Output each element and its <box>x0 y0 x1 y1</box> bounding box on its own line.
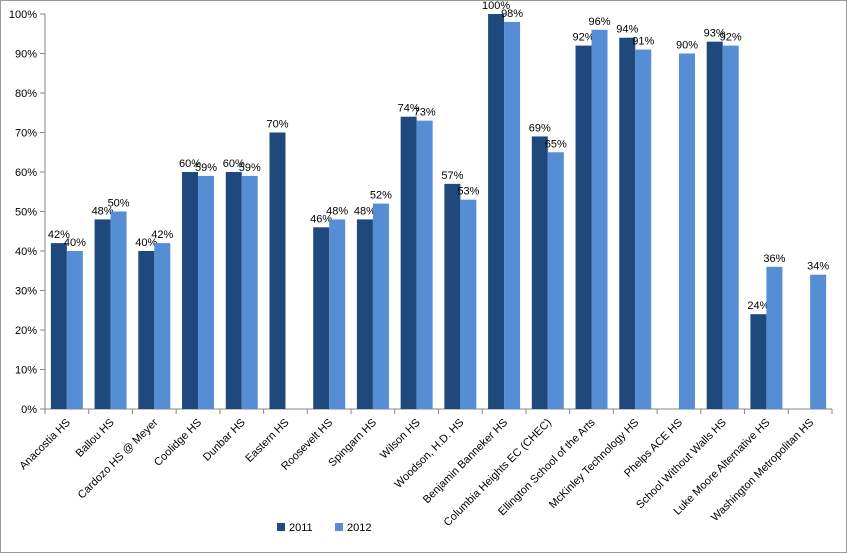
bar-2012 <box>678 53 695 409</box>
data-label-2011: 46% <box>310 213 332 225</box>
data-label-2011: 48% <box>354 205 376 217</box>
data-label-2011: 94% <box>616 24 638 36</box>
bar-2012 <box>722 45 739 409</box>
data-label-2011: 100% <box>482 0 510 12</box>
bar-2011 <box>138 251 155 409</box>
legend-label-2012: 2012 <box>347 522 371 534</box>
legend-swatch-2012 <box>335 523 343 531</box>
data-label-2012: 96% <box>589 16 611 28</box>
bar-2012 <box>241 175 258 409</box>
data-label-2012: 98% <box>501 8 523 20</box>
data-label-2011: 69% <box>529 122 551 134</box>
data-label-2012: 40% <box>64 237 86 249</box>
y-tick-label: 40% <box>15 246 37 258</box>
bar-2011 <box>94 219 111 409</box>
data-label-2011: 93% <box>704 28 726 40</box>
x-category-label: Cardozo HS @ Meyer <box>76 416 161 501</box>
data-label-2011: 24% <box>747 300 769 312</box>
x-category-label: Eastern HS <box>243 417 291 465</box>
data-label-2011: 40% <box>135 237 157 249</box>
bar-2012 <box>635 49 652 410</box>
y-tick-label: 20% <box>15 325 37 337</box>
bar-2011 <box>50 243 67 409</box>
x-category-label: Dunbar HS <box>201 417 248 464</box>
data-label-2012: 91% <box>632 36 654 48</box>
bar-2011 <box>356 219 373 409</box>
y-tick-label: 0% <box>21 404 37 416</box>
bar-2012 <box>66 251 83 409</box>
bar-2011 <box>706 41 723 410</box>
bar-2012 <box>372 203 389 409</box>
y-tick-label: 10% <box>15 365 37 377</box>
data-label-2012: 59% <box>239 162 261 174</box>
data-label-2011: 60% <box>223 158 245 170</box>
bar-2011 <box>750 314 767 409</box>
y-tick-label: 70% <box>15 128 37 140</box>
y-tick-label: 50% <box>15 207 37 219</box>
x-category-label: McKinley Technology HS <box>547 417 641 511</box>
x-category-label: Wilson HS <box>378 417 423 462</box>
bar-2011 <box>182 172 199 409</box>
bar-2012 <box>766 266 783 409</box>
legend-swatch-2011 <box>277 523 285 531</box>
data-label-2012: 50% <box>108 198 130 210</box>
bar-2011 <box>313 227 330 409</box>
bar-2012 <box>329 219 346 409</box>
data-label-2012: 73% <box>414 107 436 119</box>
data-label-2012: 59% <box>195 162 217 174</box>
data-label-2012: 92% <box>720 32 742 44</box>
y-tick-label: 30% <box>15 286 37 298</box>
data-label-2012: 52% <box>370 190 392 202</box>
data-label-2011: 48% <box>92 205 114 217</box>
data-label-2012: 42% <box>151 229 173 241</box>
y-tick-label: 100% <box>9 9 37 21</box>
y-tick-label: 60% <box>15 167 37 179</box>
data-label-2012: 34% <box>807 261 829 273</box>
bar-2011 <box>619 37 636 409</box>
bar-2011 <box>575 45 592 409</box>
bar-2012 <box>504 21 521 410</box>
y-tick-label: 80% <box>15 88 37 100</box>
data-label-2011: 60% <box>179 158 201 170</box>
y-tick-label: 90% <box>15 49 37 61</box>
bar-2011 <box>400 116 417 409</box>
bar-2012 <box>154 243 171 409</box>
bar-2012 <box>198 175 215 409</box>
data-label-2012: 90% <box>676 40 698 52</box>
x-category-label: Anacostia HS <box>17 417 73 473</box>
x-category-label: Benjamin Banneker HS <box>421 417 510 506</box>
bar-2011 <box>444 183 461 409</box>
bar-2011 <box>225 172 242 409</box>
bar-2012 <box>110 211 127 409</box>
data-label-2011: 57% <box>441 170 463 182</box>
bar-2012 <box>416 120 433 410</box>
bar-2011 <box>488 14 505 409</box>
data-label-2011: 74% <box>398 103 420 115</box>
bar-2012 <box>460 199 477 409</box>
bar-2012 <box>547 152 564 409</box>
x-category-label: School Without Walls HS <box>634 417 729 512</box>
legend-label-2011: 2011 <box>289 522 313 534</box>
x-category-label: Ballou HS <box>74 417 117 460</box>
data-label-2012: 48% <box>326 205 348 217</box>
x-category-label: Coolidge HS <box>152 417 204 469</box>
data-label-2012: 36% <box>763 253 785 265</box>
data-label-2011: 92% <box>573 32 595 44</box>
data-label-2012: 53% <box>457 186 479 198</box>
bar-2011 <box>269 132 286 409</box>
bar-2011 <box>531 136 548 409</box>
data-label-2011: 70% <box>266 119 288 131</box>
data-label-2012: 65% <box>545 138 567 150</box>
bar-2012 <box>591 29 608 410</box>
data-label-2011: 42% <box>48 229 70 241</box>
bar-2012 <box>810 274 827 409</box>
